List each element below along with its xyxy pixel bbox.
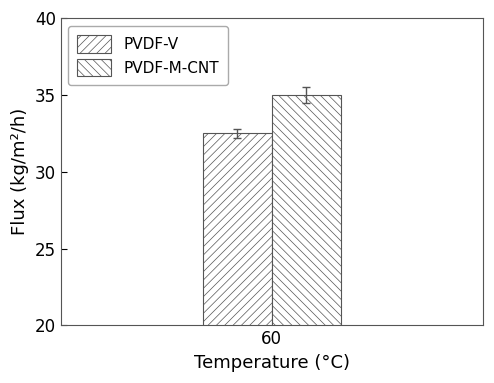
X-axis label: Temperature (°C): Temperature (°C) xyxy=(194,354,350,372)
Legend: PVDF-V, PVDF-M-CNT: PVDF-V, PVDF-M-CNT xyxy=(68,26,228,85)
Y-axis label: Flux (kg/m²/h): Flux (kg/m²/h) xyxy=(11,108,29,236)
Bar xyxy=(272,95,341,326)
Bar xyxy=(203,133,272,326)
